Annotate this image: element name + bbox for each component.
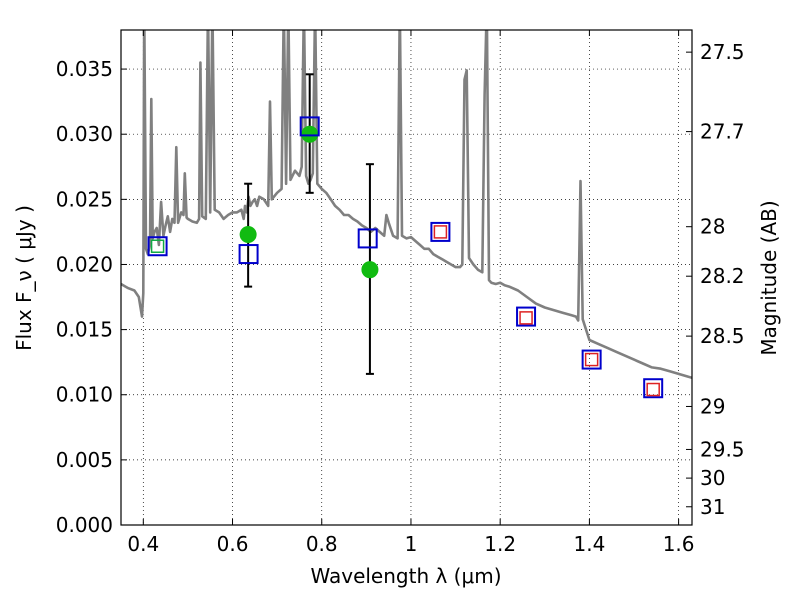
y-tick-label: 0.030	[56, 122, 113, 146]
model-flux-inner-box	[433, 225, 448, 239]
y2-tick-label: 29	[700, 394, 725, 418]
x-axis-title: Wavelength λ (μm)	[310, 564, 501, 588]
y-tick-label: 0.035	[56, 57, 113, 81]
y-tick-label: 0.020	[56, 252, 113, 276]
model-spectrum-line	[121, 30, 692, 380]
x-tick-label: 0.8	[306, 532, 338, 556]
model-flux-box	[147, 236, 168, 257]
x-tick-label: 1	[405, 532, 418, 556]
y2-tick-label: 27.7	[700, 120, 745, 144]
model-flux-box	[238, 244, 259, 265]
y-tick-label: 0.025	[56, 187, 113, 211]
observed-flux-point	[361, 261, 379, 279]
x-tick-label: 0.6	[217, 532, 249, 556]
model-flux-box	[581, 349, 602, 370]
y2-tick-label: 28	[700, 215, 725, 239]
y2-axis-title: Magnitude (AB)	[757, 200, 781, 355]
y2-tick-label: 30	[700, 466, 725, 490]
y2-tick-label: 29.5	[700, 437, 745, 461]
y-tick-label: 0.010	[56, 383, 113, 407]
observed-flux-point	[301, 125, 319, 143]
x-tick-label: 1.4	[573, 532, 605, 556]
model-flux-inner-box	[519, 311, 533, 325]
y-tick-label: 0.015	[56, 318, 113, 342]
y2-tick-label: 28.2	[700, 264, 745, 288]
y-tick-label: 0.005	[56, 448, 113, 472]
model-flux-inner-box	[646, 382, 660, 397]
plot-area	[121, 30, 692, 399]
x-tick-label: 0.4	[127, 532, 159, 556]
observed-flux-point	[239, 226, 257, 244]
plot-frame	[120, 29, 693, 526]
axis-ticks: 0.4 0.6 0.8 1 1.2 1.4 1.6 0.000 0.005 0.010 0.015 0…	[56, 30, 745, 556]
model-flux-inner-box	[150, 239, 165, 253]
y-axis-title: Flux F_ν ( μJy )	[12, 205, 36, 351]
model-flux-inner-box	[584, 352, 599, 367]
grid-lines	[121, 30, 692, 526]
x-tick-label: 1.2	[484, 532, 516, 556]
y-tick-label: 0.000	[56, 513, 113, 537]
y2-tick-label: 31	[700, 495, 725, 519]
model-flux-box	[516, 306, 537, 327]
y2-tick-label: 28.5	[700, 324, 745, 348]
model-flux-box	[430, 221, 451, 242]
model-flux-box	[299, 116, 320, 137]
x-tick-label: 1.6	[663, 532, 695, 556]
model-flux-box	[357, 228, 378, 249]
y2-tick-label: 27.5	[700, 40, 745, 64]
model-flux-box	[643, 378, 664, 399]
